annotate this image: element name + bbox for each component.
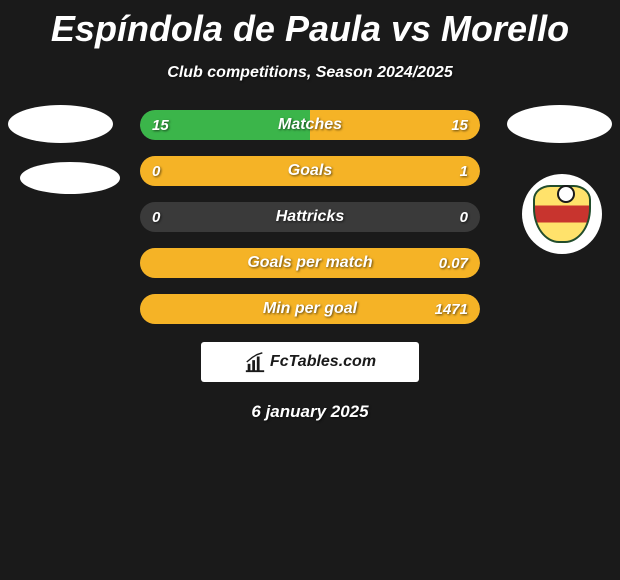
player1-club-logo-1 (8, 105, 113, 143)
subtitle: Club competitions, Season 2024/2025 (0, 64, 620, 82)
brand-label: FcTables.com (270, 353, 376, 371)
player1-club-logo-2 (20, 162, 120, 194)
stat-label: Goals per match (140, 248, 480, 278)
stat-label: Matches (140, 110, 480, 140)
stat-row: Goals per match0.07 (140, 248, 480, 278)
player2-club-badge (522, 174, 602, 254)
player2-club-logo-1 (507, 105, 612, 143)
stat-label: Goals (140, 156, 480, 186)
date-label: 6 january 2025 (0, 402, 620, 422)
stat-value-player2: 0.07 (439, 248, 468, 278)
comparison-chart: 15Matches150Goals10Hattricks0Goals per m… (0, 110, 620, 324)
stat-row: Min per goal1471 (140, 294, 480, 324)
crest-ball-icon (557, 185, 575, 203)
stat-row: 0Goals1 (140, 156, 480, 186)
stat-label: Hattricks (140, 202, 480, 232)
stat-value-player2: 1 (460, 156, 468, 186)
stat-value-player2: 1471 (435, 294, 468, 324)
stat-label: Min per goal (140, 294, 480, 324)
stat-value-player2: 15 (451, 110, 468, 140)
club-crest (533, 185, 591, 243)
stat-rows-container: 15Matches150Goals10Hattricks0Goals per m… (140, 110, 480, 324)
brand-box: FcTables.com (201, 342, 419, 382)
stat-row: 0Hattricks0 (140, 202, 480, 232)
stat-row: 15Matches15 (140, 110, 480, 140)
page-title: Espíndola de Paula vs Morello (0, 0, 620, 50)
stat-value-player2: 0 (460, 202, 468, 232)
bar-chart-icon (244, 351, 266, 373)
